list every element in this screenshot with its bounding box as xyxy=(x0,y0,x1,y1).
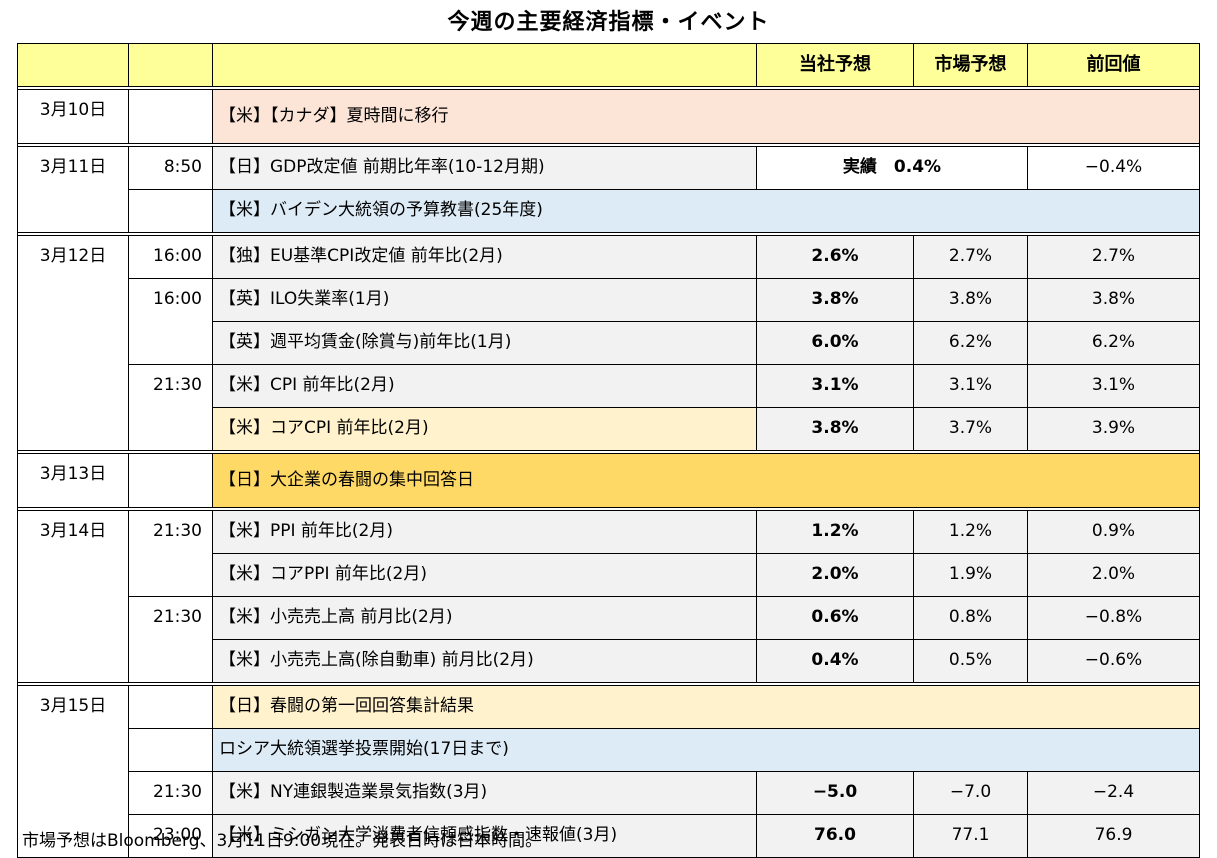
market-forecast-cell: 2.7% xyxy=(913,235,1028,279)
header-event xyxy=(212,43,757,87)
own-forecast-cell: 0.4% xyxy=(756,639,914,683)
previous-cell: 3.1% xyxy=(1027,364,1200,408)
previous-cell: 2.7% xyxy=(1027,235,1200,279)
actual-cell: 実績 0.4% xyxy=(756,146,1028,190)
time-cell: 8:50 xyxy=(128,146,213,190)
own-forecast-cell: 6.0% xyxy=(756,321,914,365)
market-forecast-cell: 3.7% xyxy=(913,407,1028,451)
time-cell xyxy=(128,728,213,772)
previous-cell: 3.8% xyxy=(1027,278,1200,322)
own-forecast-cell: 3.8% xyxy=(756,407,914,451)
market-forecast-cell: 0.8% xyxy=(913,596,1028,640)
time-cell xyxy=(128,189,213,233)
table-row: 【米】バイデン大統領の予算教書(25年度) xyxy=(18,189,1200,233)
date-cell: 3月15日 xyxy=(17,685,129,858)
market-forecast-cell: 3.1% xyxy=(913,364,1028,408)
previous-cell: −2.4 xyxy=(1027,771,1200,815)
date-cell: 3月10日 xyxy=(17,89,129,144)
time-cell: 21:30 xyxy=(128,596,213,683)
table-row: 21:30 【米】NY連銀製造業景気指数(3月) −5.0 −7.0 −2.4 xyxy=(18,771,1200,815)
event-cell: 【日】GDP改定値 前期比年率(10-12月期) xyxy=(212,146,757,190)
own-forecast-cell: 3.1% xyxy=(756,364,914,408)
market-forecast-cell: 1.9% xyxy=(913,553,1028,597)
event-cell: 【米】ミシガン大学消費者信頼感指数・速報値(3月) xyxy=(212,814,757,858)
table-row: 3月10日 【米】【カナダ】夏時間に移行 xyxy=(17,89,1200,144)
date-cell: 3月14日 xyxy=(17,510,129,683)
time-cell: 21:30 xyxy=(128,510,213,597)
time-cell: 21:30 xyxy=(128,364,213,451)
time-cell xyxy=(128,453,213,508)
previous-cell: −0.8% xyxy=(1027,596,1200,640)
table-row: 3月13日 【日】大企業の春闘の集中回答日 xyxy=(17,453,1200,508)
time-cell: 21:30 xyxy=(128,771,213,815)
header-market-forecast: 市場予想 xyxy=(913,43,1028,87)
event-cell: 【米】コアCPI 前年比(2月) xyxy=(212,407,757,451)
own-forecast-cell: 3.8% xyxy=(756,278,914,322)
own-forecast-cell: 0.6% xyxy=(756,596,914,640)
time-cell xyxy=(128,685,213,729)
previous-cell: 0.9% xyxy=(1027,510,1200,554)
time-cell xyxy=(128,89,213,144)
event-cell: 【米】【カナダ】夏時間に移行 xyxy=(212,89,1200,144)
event-cell: 【米】NY連銀製造業景気指数(3月) xyxy=(212,771,757,815)
header-previous: 前回値 xyxy=(1027,43,1200,87)
market-forecast-cell: 6.2% xyxy=(913,321,1028,365)
header-own-forecast: 当社予想 xyxy=(756,43,914,87)
table-row: 【英】週平均賃金(除賞与)前年比(1月) 6.0% 6.2% 6.2% xyxy=(18,321,1200,365)
event-cell: 【米】PPI 前年比(2月) xyxy=(212,510,757,554)
event-cell: 【日】春闘の第一回回答集計結果 xyxy=(212,685,1200,729)
header-row: 当社予想 市場予想 前回値 xyxy=(17,43,1200,87)
market-forecast-cell: 1.2% xyxy=(913,510,1028,554)
table-row: 21:30 【米】CPI 前年比(2月) 3.1% 3.1% 3.1% xyxy=(18,364,1200,451)
header-date xyxy=(17,43,129,87)
own-forecast-cell: 76.0 xyxy=(756,814,914,858)
time-cell: 16:00 xyxy=(128,235,213,279)
date-cell: 3月11日 xyxy=(17,146,129,233)
table-row: ロシア大統領選挙投票開始(17日まで) xyxy=(18,728,1200,772)
event-cell: 【日】大企業の春闘の集中回答日 xyxy=(212,453,1200,508)
market-forecast-cell: 0.5% xyxy=(913,639,1028,683)
event-cell: 【英】ILO失業率(1月) xyxy=(212,278,757,322)
event-cell: 【米】バイデン大統領の予算教書(25年度) xyxy=(212,189,1200,233)
market-forecast-cell: −7.0 xyxy=(913,771,1028,815)
own-forecast-cell: 2.0% xyxy=(756,553,914,597)
event-cell: 【英】週平均賃金(除賞与)前年比(1月) xyxy=(212,321,757,365)
table-row: 【米】コアCPI 前年比(2月) 3.8% 3.7% 3.9% xyxy=(18,407,1200,451)
event-cell: 【米】小売売上高(除自動車) 前月比(2月) xyxy=(212,639,757,683)
table-row: 3月12日 16:00 【独】EU基準CPI改定値 前年比(2月) 2.6% 2… xyxy=(17,235,1200,451)
indicator-table: 当社予想 市場予想 前回値 3月10日 【米】【カナダ】夏時間に移行 3月11日… xyxy=(17,43,1200,858)
table-row: 3月15日 【日】春闘の第一回回答集計結果 xyxy=(17,685,1200,858)
event-cell: 【米】小売売上高 前月比(2月) xyxy=(212,596,757,640)
table-row: 【米】小売売上高(除自動車) 前月比(2月) 0.4% 0.5% −0.6% xyxy=(18,639,1200,683)
previous-cell: −0.6% xyxy=(1027,639,1200,683)
previous-cell: −0.4% xyxy=(1027,146,1200,190)
event-cell: 【独】EU基準CPI改定値 前年比(2月) xyxy=(212,235,757,279)
market-forecast-cell: 77.1 xyxy=(913,814,1028,858)
header-time xyxy=(128,43,213,87)
previous-cell: 3.9% xyxy=(1027,407,1200,451)
table-row: 16:00 【英】ILO失業率(1月) 3.8% 3.8% 3.8% xyxy=(18,278,1200,365)
page-title: 今週の主要経済指標・イベント xyxy=(447,10,770,35)
event-cell: 【米】コアPPI 前年比(2月) xyxy=(212,553,757,597)
time-cell: 16:00 xyxy=(128,278,213,365)
time-cell: 23:00 xyxy=(128,814,213,858)
previous-cell: 6.2% xyxy=(1027,321,1200,365)
own-forecast-cell: 2.6% xyxy=(756,235,914,279)
event-cell: 【米】CPI 前年比(2月) xyxy=(212,364,757,408)
date-cell: 3月12日 xyxy=(17,235,129,451)
table-row: 3月11日 8:50 【日】GDP改定値 前期比年率(10-12月期) 実績 0… xyxy=(17,146,1200,233)
table-row: 21:30 【米】小売売上高 前月比(2月) 0.6% 0.8% −0.8% xyxy=(18,596,1200,683)
table-row: 3月14日 21:30 【米】PPI 前年比(2月) 1.2% 1.2% 0.9… xyxy=(17,510,1200,683)
previous-cell: 2.0% xyxy=(1027,553,1200,597)
date-cell: 3月13日 xyxy=(17,453,129,508)
table-row: 【米】コアPPI 前年比(2月) 2.0% 1.9% 2.0% xyxy=(18,553,1200,597)
event-cell: ロシア大統領選挙投票開始(17日まで) xyxy=(212,728,1200,772)
own-forecast-cell: 1.2% xyxy=(756,510,914,554)
market-forecast-cell: 3.8% xyxy=(913,278,1028,322)
footnote: 市場予想はBloomberg、3月11日9:00現在。発表日時は日本時間。 xyxy=(22,831,543,851)
own-forecast-cell: −5.0 xyxy=(756,771,914,815)
previous-cell: 76.9 xyxy=(1027,814,1200,858)
